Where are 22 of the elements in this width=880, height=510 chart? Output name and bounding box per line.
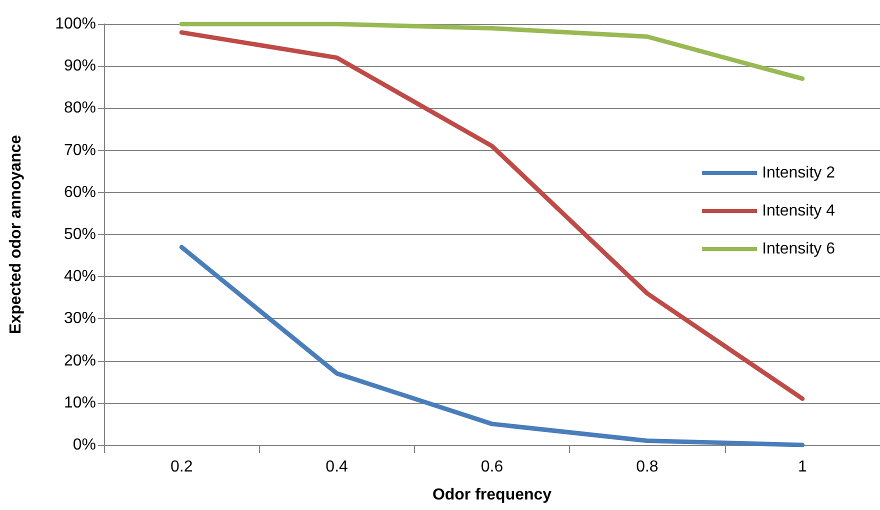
y-tick-label: 30% xyxy=(64,310,96,328)
y-tick-label: 80% xyxy=(64,100,96,117)
y-tick-label: 40% xyxy=(64,268,96,286)
y-tick-label: 10% xyxy=(64,394,96,412)
y-tick-label: 100% xyxy=(55,16,96,32)
legend-label: Intensity 2 xyxy=(762,164,836,182)
y-tick-label: 20% xyxy=(64,352,96,370)
line-series xyxy=(179,22,805,81)
x-tick-label: 0.2 xyxy=(170,458,193,476)
x-tick-label: 0.8 xyxy=(636,458,658,476)
x-tick-label: 0.6 xyxy=(480,458,504,476)
y-tick-label: 90% xyxy=(64,58,96,75)
y-axis-title: Expected odor annoyance xyxy=(8,134,24,334)
legend-label: Intensity 6 xyxy=(762,240,836,258)
y-tick-label: 60% xyxy=(64,184,96,201)
y-tick-label: 0% xyxy=(72,436,96,454)
x-tick-label: 1 xyxy=(798,458,807,476)
y-tick-label: 70% xyxy=(64,142,96,159)
x-tick-label: 0.4 xyxy=(326,458,348,476)
x-axis-title: Odor frequency xyxy=(432,486,552,504)
y-tick-label: 50% xyxy=(64,226,96,243)
legend-label: Intensity 4 xyxy=(762,202,836,220)
